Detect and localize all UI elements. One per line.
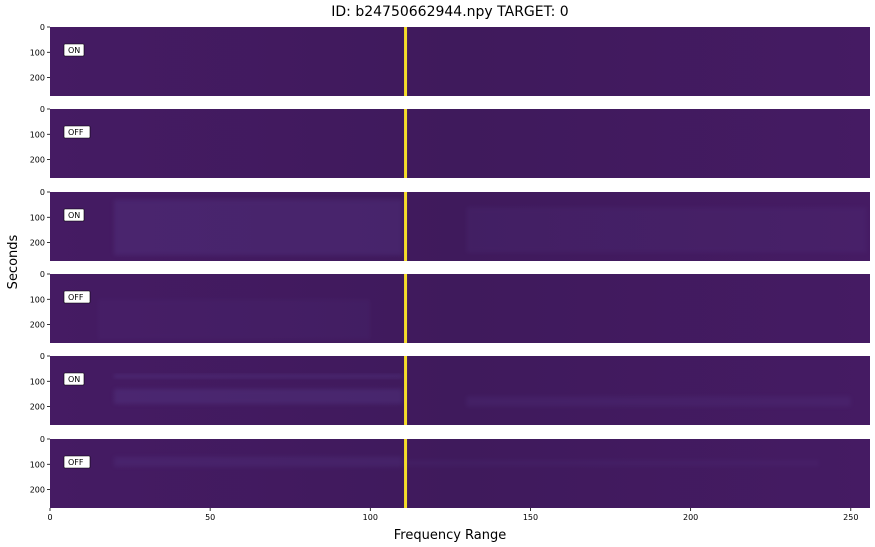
y-tick-label: 0 [40,23,45,32]
y-tick-label: 200 [30,156,45,165]
heatmap-background [50,109,870,178]
panel-1: 0 100 200 ON [30,23,870,96]
chart-title: ID: b24750662944.npy TARGET: 0 [331,4,568,20]
heatmap-background [50,439,870,508]
signal-haze [114,374,403,378]
panel-label: ON [63,43,85,57]
y-tick-label: 100 [30,460,45,469]
svg-text:ON: ON [68,211,80,220]
y-tick-label: 200 [30,486,45,495]
panel-label: OFF [63,455,91,469]
y-tick-label: 0 [40,352,45,361]
svg-text:ON: ON [68,375,80,384]
signal-line [404,439,408,508]
y-tick-label: 0 [40,105,45,114]
x-axis: 0 50 100 150 200 250 [47,508,858,522]
signal-line [404,356,408,425]
svg-text:OFF: OFF [68,128,84,137]
signal-line [404,192,408,261]
panel-4: 0 100 200 OFF [30,270,870,343]
y-axis-label: Seconds [6,234,21,289]
heatmap-background [50,27,870,96]
y-tick-label: 100 [30,130,45,139]
y-tick-label: 200 [30,321,45,330]
signal-haze [402,459,819,467]
y-tick-label: 200 [30,239,45,248]
panel-label: OFF [63,125,91,139]
signal-haze [466,396,851,407]
panels-group: 0 100 200 ON 0 100 200 OFF 0 100 200 ON 0 100 200 OFF 0 1… [30,23,870,508]
panel-label: OFF [63,290,91,304]
y-tick-label: 0 [40,270,45,279]
panel-5: 0 100 200 ON [30,352,870,425]
panel-label: ON [63,372,85,386]
signal-haze [114,456,403,467]
y-tick-label: 100 [30,295,45,304]
svg-text:OFF: OFF [68,458,84,467]
panel-3: 0 100 200 ON [30,188,870,261]
y-tick-label: 100 [30,213,45,222]
signal-haze [98,299,371,340]
x-tick-label: 0 [47,513,52,522]
x-tick-label: 200 [683,513,698,522]
x-tick-label: 50 [205,513,215,522]
y-tick-label: 0 [40,188,45,197]
svg-text:OFF: OFF [68,293,84,302]
signal-line [404,27,408,96]
panel-label: ON [63,208,85,222]
y-tick-label: 200 [30,403,45,412]
y-tick-label: 100 [30,377,45,386]
signal-haze [466,207,867,253]
signal-line [404,274,408,343]
x-tick-label: 250 [843,513,858,522]
svg-text:ON: ON [68,46,80,55]
x-tick-label: 100 [363,513,378,522]
y-tick-label: 200 [30,74,45,83]
y-tick-label: 0 [40,435,45,444]
panel-6: 0 100 200 OFF [30,435,870,508]
signal-haze [114,199,403,256]
signal-haze [114,388,403,405]
panel-2: 0 100 200 OFF [30,105,870,178]
x-tick-label: 150 [523,513,538,522]
y-tick-label: 100 [30,48,45,57]
x-axis-label: Frequency Range [394,528,507,543]
signal-line [404,109,408,178]
